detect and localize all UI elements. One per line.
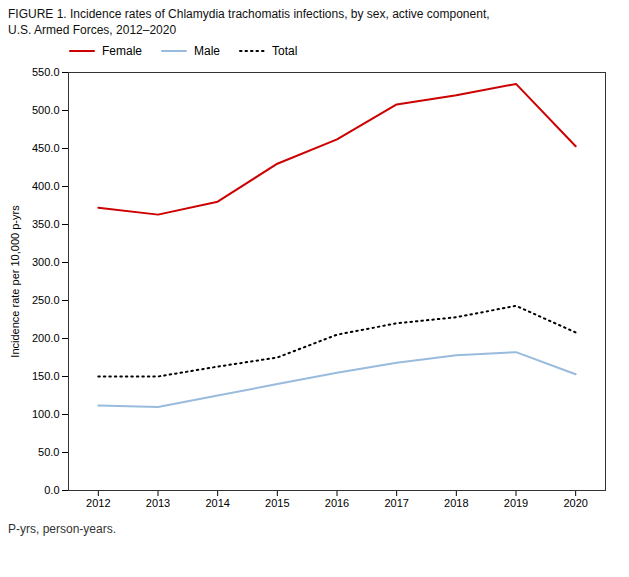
html-text:Male: Male — [194, 44, 220, 58]
html-text:P-yrs, person-years.: P-yrs, person-years. — [8, 522, 116, 536]
svg-text:2013: 2013 — [146, 497, 170, 509]
svg-text:300.0: 300.0 — [32, 256, 60, 268]
svg-text:0.0: 0.0 — [44, 484, 59, 496]
svg-text:2016: 2016 — [325, 497, 349, 509]
html-text:Total: Total — [272, 44, 298, 58]
svg-text:2020: 2020 — [563, 497, 587, 509]
svg-text:550.0: 550.0 — [32, 66, 60, 78]
svg-text:2015: 2015 — [265, 497, 289, 509]
svg-text:Incidence rate per 10,000 p-yr: Incidence rate per 10,000 p-yrs — [9, 205, 21, 358]
svg-text:250.0: 250.0 — [32, 294, 60, 306]
svg-text:100.0: 100.0 — [32, 408, 60, 420]
svg-text:2018: 2018 — [444, 497, 468, 509]
html-text:FIGURE 1. Incidence rates of C: FIGURE 1. Incidence rates of Chlamydia t… — [8, 7, 490, 21]
html-text:Female: Female — [102, 44, 142, 58]
svg-text:350.0: 350.0 — [32, 218, 60, 230]
svg-text:150.0: 150.0 — [32, 370, 60, 382]
svg-text:2014: 2014 — [205, 497, 229, 509]
svg-text:2017: 2017 — [384, 497, 408, 509]
svg-text:200.0: 200.0 — [32, 332, 60, 344]
svg-text:2019: 2019 — [504, 497, 528, 509]
svg-text:2012: 2012 — [86, 497, 110, 509]
svg-text:50.0: 50.0 — [38, 446, 59, 458]
svg-text:450.0: 450.0 — [32, 142, 60, 154]
html-text:U.S. Armed Forces, 2012–2020: U.S. Armed Forces, 2012–2020 — [8, 23, 177, 37]
svg-text:400.0: 400.0 — [32, 180, 60, 192]
svg-text:500.0: 500.0 — [32, 104, 60, 116]
